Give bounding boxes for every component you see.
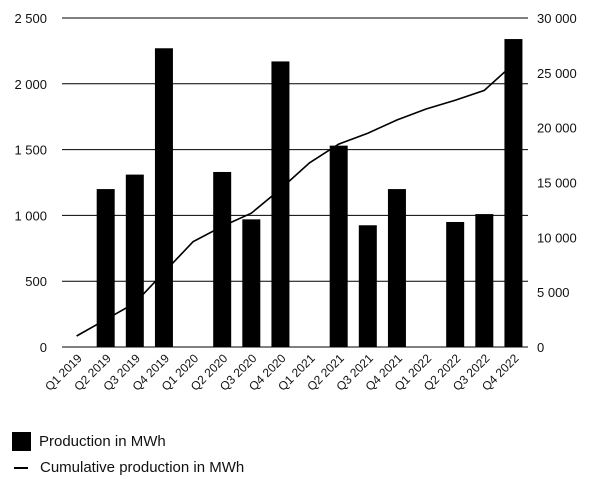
line-swatch-icon <box>14 466 28 469</box>
right-tick-label: 10 000 <box>537 230 577 245</box>
bar <box>446 221 465 347</box>
left-tick-label: 1 500 <box>14 143 47 158</box>
left-tick-label: 2 500 <box>14 11 47 26</box>
production-bars <box>96 39 523 347</box>
legend-label-cumulative: Cumulative production in MWh <box>40 459 245 476</box>
right-tick-label: 25 000 <box>537 66 577 81</box>
right-tick-label: 20 000 <box>537 121 577 136</box>
left-y-axis: 0 500 1 000 1 500 2 000 2 500 <box>14 11 47 355</box>
bar <box>242 219 261 347</box>
legend-label-production: Production in MWh <box>39 433 166 450</box>
right-tick-label: 5 000 <box>537 285 570 300</box>
bar <box>213 171 232 347</box>
bar-swatch-icon <box>12 432 31 451</box>
left-tick-label: 1 000 <box>14 208 47 223</box>
left-tick-label: 0 <box>40 340 47 355</box>
bar <box>329 145 348 347</box>
cumulative-line <box>76 63 514 337</box>
right-tick-label: 0 <box>537 340 544 355</box>
bar <box>271 61 290 347</box>
bar <box>504 39 523 347</box>
right-y-axis: 0 5 000 10 000 15 000 20 000 25 000 30 000 <box>537 11 577 355</box>
legend-item-cumulative: Cumulative production in MWh <box>12 459 244 476</box>
bar <box>387 189 406 347</box>
bar <box>358 225 377 347</box>
legend-item-production: Production in MWh <box>12 432 166 451</box>
bar <box>475 214 494 347</box>
bar <box>125 174 144 347</box>
bar <box>154 48 173 347</box>
bar <box>96 189 115 347</box>
right-tick-label: 15 000 <box>537 176 577 191</box>
left-tick-label: 500 <box>25 274 47 289</box>
cumulative-line-group <box>76 63 514 337</box>
left-tick-label: 2 000 <box>14 77 47 92</box>
right-tick-label: 30 000 <box>537 11 577 26</box>
